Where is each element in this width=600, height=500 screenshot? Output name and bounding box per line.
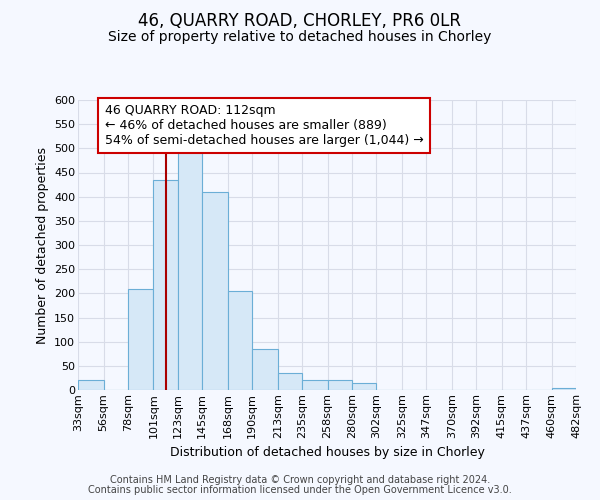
Bar [328,380,352,390]
X-axis label: Distribution of detached houses by size in Chorley: Distribution of detached houses by size … [170,446,484,459]
Bar [352,383,376,390]
Bar [302,380,328,390]
Bar [252,349,278,390]
Text: 46 QUARRY ROAD: 112sqm
← 46% of detached houses are smaller (889)
54% of semi-de: 46 QUARRY ROAD: 112sqm ← 46% of detached… [104,104,424,147]
Bar [551,388,576,390]
Y-axis label: Number of detached properties: Number of detached properties [35,146,49,344]
Bar [154,180,178,390]
Bar [278,373,302,390]
Text: Contains public sector information licensed under the Open Government Licence v3: Contains public sector information licen… [88,485,512,495]
Text: Contains HM Land Registry data © Crown copyright and database right 2024.: Contains HM Land Registry data © Crown c… [110,475,490,485]
Text: 46, QUARRY ROAD, CHORLEY, PR6 0LR: 46, QUARRY ROAD, CHORLEY, PR6 0LR [139,12,461,30]
Bar [202,192,228,390]
Bar [128,288,154,390]
Text: Size of property relative to detached houses in Chorley: Size of property relative to detached ho… [109,30,491,44]
Bar [78,380,104,390]
Bar [228,291,252,390]
Bar [178,148,202,390]
